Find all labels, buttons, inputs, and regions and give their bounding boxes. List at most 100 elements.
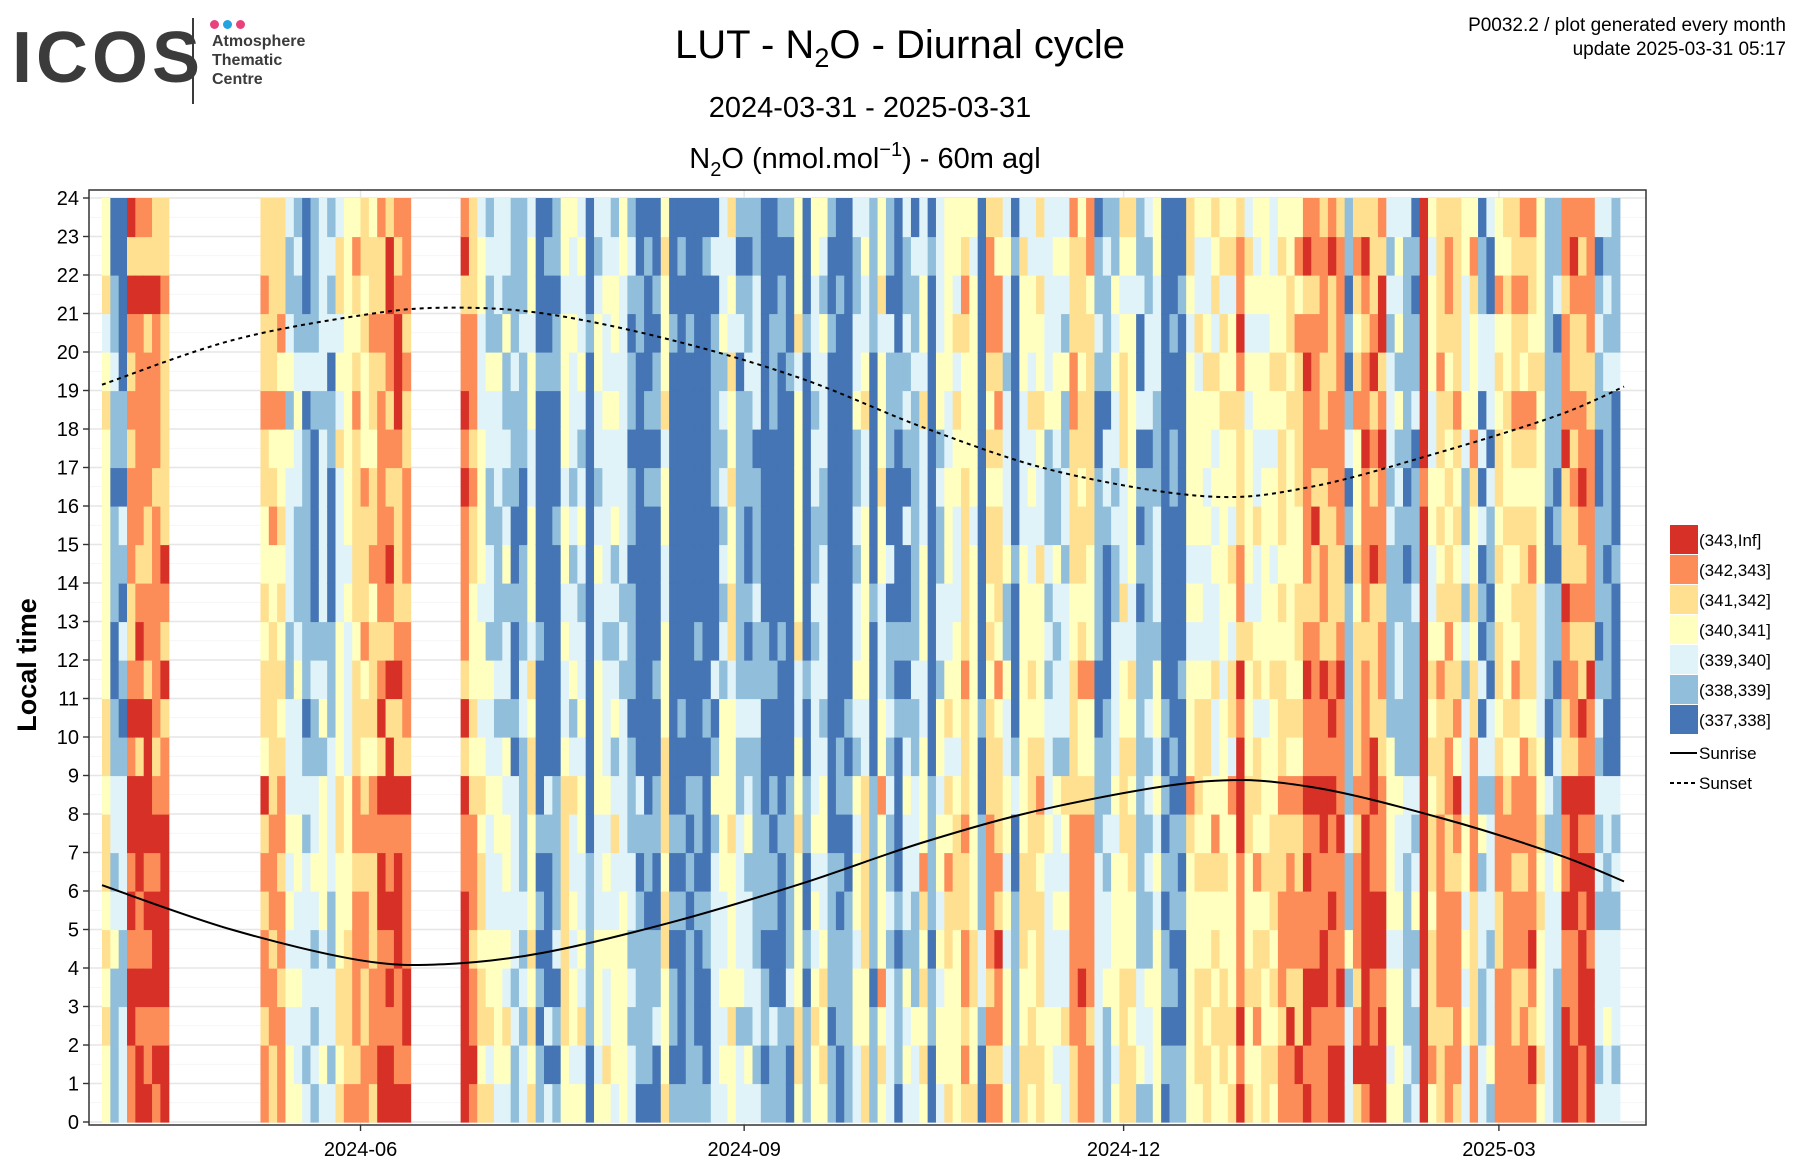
heatmap-cell (769, 660, 779, 700)
heatmap-cell (102, 891, 111, 931)
heatmap-cell (969, 698, 979, 738)
logo-subtitle: Atmosphere Thematic Centre (212, 32, 305, 89)
heatmap-cell (835, 775, 845, 815)
heatmap-cell (844, 429, 854, 469)
heatmap-cell (1344, 891, 1354, 931)
heatmap-cell (1044, 390, 1054, 430)
heatmap-cell (585, 352, 595, 392)
heatmap-cell (1061, 968, 1071, 1008)
heatmap-cell (986, 929, 995, 969)
heatmap-cell (1152, 275, 1162, 315)
heatmap-cell (285, 313, 295, 353)
y-tick-label: 9 (68, 766, 79, 788)
heatmap-cell (777, 929, 787, 969)
heatmap-cell (935, 891, 945, 931)
heatmap-cell (1019, 621, 1029, 661)
heatmap-cell (1461, 814, 1471, 854)
heatmap-cell (1361, 467, 1371, 507)
heatmap-cell (644, 891, 654, 931)
heatmap-cell (1169, 891, 1179, 931)
heatmap-cell (1319, 1045, 1329, 1085)
heatmap-cell (1177, 1006, 1187, 1046)
heatmap-cell (160, 968, 170, 1008)
heatmap-cell (677, 313, 687, 353)
heatmap-cell (844, 1045, 854, 1085)
heatmap-cell (1519, 1006, 1529, 1046)
heatmap-cell (952, 313, 962, 353)
heatmap-cell (1036, 1045, 1045, 1085)
heatmap-cell (935, 621, 945, 661)
heatmap-cell (1444, 929, 1454, 969)
heatmap-cell (368, 313, 378, 353)
heatmap-cell (769, 891, 779, 931)
heatmap-cell (493, 352, 503, 392)
heatmap-cell (1219, 352, 1229, 392)
heatmap-cell (318, 891, 328, 931)
heatmap-cell (1536, 352, 1546, 392)
heatmap-cell (152, 814, 161, 854)
heatmap-cell (493, 390, 503, 430)
heatmap-cell (827, 352, 837, 392)
heatmap-cell (819, 929, 829, 969)
heatmap-cell (794, 1045, 804, 1085)
heatmap-cell (910, 891, 920, 931)
heatmap-cell (552, 1045, 562, 1085)
heatmap-cell (285, 506, 295, 546)
heatmap-cell (127, 775, 136, 815)
heatmap-cell (1286, 429, 1296, 469)
heatmap-cell (802, 390, 812, 430)
heatmap-cell (1419, 852, 1429, 892)
heatmap-cell (635, 814, 645, 854)
heatmap-cell (310, 313, 320, 353)
heatmap-cell (952, 1083, 962, 1123)
heatmap-cells (102, 198, 1621, 1123)
heatmap-cell (1019, 236, 1029, 276)
heatmap-cell (894, 968, 904, 1008)
heatmap-cell (1069, 506, 1079, 546)
heatmap-cell (485, 737, 495, 777)
heatmap-cell (710, 544, 720, 584)
heatmap-cell (660, 544, 670, 584)
heatmap-cell (1336, 544, 1346, 584)
heatmap-cell (1503, 198, 1513, 238)
heatmap-cell (268, 467, 278, 507)
heatmap-cell (1394, 929, 1404, 969)
heatmap-cell (719, 621, 729, 661)
heatmap-cell (952, 390, 962, 430)
heatmap-cell (952, 236, 962, 276)
heatmap-cell (485, 929, 495, 969)
heatmap-cell (802, 660, 812, 700)
heatmap-cell (110, 352, 120, 392)
heatmap-cell (669, 852, 679, 892)
heatmap-cell (1294, 814, 1304, 854)
heatmap-cell (1603, 698, 1613, 738)
heatmap-cell (1444, 621, 1454, 661)
heatmap-cell (1327, 313, 1337, 353)
heatmap-cell (1544, 1083, 1554, 1123)
heatmap-cell (110, 198, 120, 238)
heatmap-cell (1361, 698, 1371, 738)
heatmap-cell (844, 968, 854, 1008)
heatmap-cell (1027, 198, 1037, 238)
heatmap-cell (402, 968, 412, 1008)
heatmap-cell (302, 429, 312, 469)
heatmap-cell (1386, 698, 1396, 738)
heatmap-cell (910, 1045, 920, 1085)
heatmap-cell (1586, 852, 1596, 892)
heatmap-cell (1403, 583, 1412, 623)
heatmap-cell (1419, 429, 1429, 469)
heatmap-cell (669, 737, 679, 777)
heatmap-cell (327, 698, 337, 738)
heatmap-cell (1002, 1006, 1012, 1046)
heatmap-cell (402, 660, 412, 700)
heatmap-cell (277, 814, 287, 854)
heatmap-cell (293, 467, 303, 507)
heatmap-cell (1111, 275, 1121, 315)
heatmap-cell (685, 1083, 695, 1123)
heatmap-cell (1594, 660, 1604, 700)
heatmap-cell (685, 891, 695, 931)
heatmap-cell (1286, 236, 1296, 276)
heatmap-cell (327, 544, 337, 584)
